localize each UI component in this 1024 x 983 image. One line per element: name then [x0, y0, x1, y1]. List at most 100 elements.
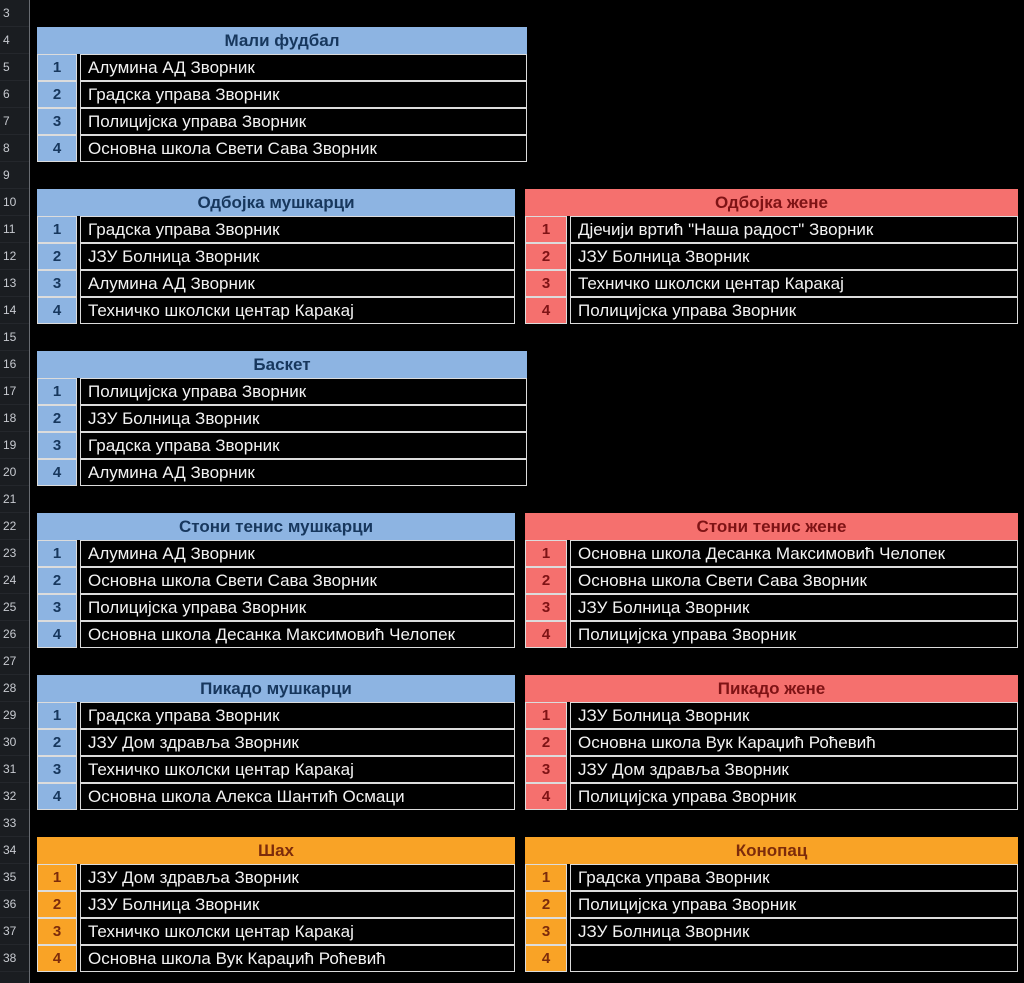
rank-cell[interactable]: 3 [37, 270, 77, 297]
team-cell[interactable]: Алумина АД Зворник [80, 270, 515, 297]
team-cell[interactable]: Градска управа Зворник [570, 864, 1018, 891]
rank-cell[interactable]: 2 [37, 729, 77, 756]
rank-cell[interactable]: 2 [37, 243, 77, 270]
team-cell[interactable]: ЈЗУ Болница Зворник [570, 918, 1018, 945]
row-number[interactable]: 5 [0, 54, 29, 81]
row-number[interactable]: 12 [0, 243, 29, 270]
row-number[interactable]: 7 [0, 108, 29, 135]
team-cell[interactable]: Основна школа Свети Сава Зворник [80, 567, 515, 594]
team-cell[interactable]: Основна школа Свети Сава Зворник [570, 567, 1018, 594]
row-number[interactable]: 25 [0, 594, 29, 621]
row-number[interactable]: 4 [0, 27, 29, 54]
table-header[interactable]: Пикадо мушкарци [37, 675, 515, 702]
row-number[interactable]: 15 [0, 324, 29, 351]
row-number[interactable]: 36 [0, 891, 29, 918]
rank-cell[interactable]: 3 [525, 918, 567, 945]
rank-cell[interactable]: 4 [525, 945, 567, 972]
team-cell[interactable]: Градска управа Зворник [80, 432, 527, 459]
table-header[interactable]: Одбојка жене [525, 189, 1018, 216]
rank-cell[interactable]: 4 [37, 297, 77, 324]
row-number[interactable]: 19 [0, 432, 29, 459]
team-cell[interactable]: Полицијска управа Зворник [570, 783, 1018, 810]
row-number[interactable]: 33 [0, 810, 29, 837]
team-cell[interactable]: Техничко школски центар Каракај [80, 756, 515, 783]
rank-cell[interactable]: 1 [37, 540, 77, 567]
row-number[interactable]: 3 [0, 0, 29, 27]
rank-cell[interactable]: 1 [525, 540, 567, 567]
rank-cell[interactable]: 1 [37, 702, 77, 729]
team-cell[interactable]: ЈЗУ Болница Зворник [570, 243, 1018, 270]
team-cell[interactable]: Полицијска управа Зворник [80, 378, 527, 405]
team-cell[interactable]: ЈЗУ Дом здравља Зворник [80, 729, 515, 756]
team-cell[interactable]: Техничко школски центар Каракај [570, 270, 1018, 297]
rank-cell[interactable]: 1 [525, 702, 567, 729]
rank-cell[interactable]: 3 [525, 270, 567, 297]
rank-cell[interactable]: 2 [37, 405, 77, 432]
row-number[interactable]: 21 [0, 486, 29, 513]
rank-cell[interactable]: 3 [37, 594, 77, 621]
row-number[interactable]: 29 [0, 702, 29, 729]
row-number[interactable]: 10 [0, 189, 29, 216]
rank-cell[interactable]: 3 [525, 594, 567, 621]
rank-cell[interactable]: 4 [525, 621, 567, 648]
team-cell[interactable]: ЈЗУ Болница Зворник [570, 594, 1018, 621]
row-number[interactable]: 22 [0, 513, 29, 540]
rank-cell[interactable]: 1 [525, 864, 567, 891]
rank-cell[interactable]: 1 [37, 54, 77, 81]
team-cell[interactable]: Полицијска управа Зворник [80, 594, 515, 621]
row-number[interactable]: 6 [0, 81, 29, 108]
rank-cell[interactable]: 3 [37, 108, 77, 135]
team-cell[interactable]: Дјечији вртић "Наша радост" Зворник [570, 216, 1018, 243]
row-number[interactable]: 16 [0, 351, 29, 378]
team-cell[interactable]: Полицијска управа Зворник [570, 891, 1018, 918]
team-cell[interactable] [570, 945, 1018, 972]
row-number[interactable]: 28 [0, 675, 29, 702]
team-cell[interactable]: ЈЗУ Дом здравља Зворник [570, 756, 1018, 783]
rank-cell[interactable]: 2 [37, 891, 77, 918]
team-cell[interactable]: Основна школа Десанка Максимовић Челопек [570, 540, 1018, 567]
rank-cell[interactable]: 3 [525, 756, 567, 783]
row-number[interactable]: 30 [0, 729, 29, 756]
table-header[interactable]: Одбојка мушкарци [37, 189, 515, 216]
row-number[interactable]: 24 [0, 567, 29, 594]
row-number[interactable]: 26 [0, 621, 29, 648]
table-header[interactable]: Конопац [525, 837, 1018, 864]
team-cell[interactable]: Градска управа Зворник [80, 81, 527, 108]
team-cell[interactable]: Алумина АД Зворник [80, 459, 527, 486]
rank-cell[interactable]: 1 [37, 378, 77, 405]
row-number[interactable]: 9 [0, 162, 29, 189]
table-header[interactable]: Баскет [37, 351, 527, 378]
rank-cell[interactable]: 3 [37, 432, 77, 459]
team-cell[interactable]: Основна школа Свети Сава Зворник [80, 135, 527, 162]
rank-cell[interactable]: 1 [525, 216, 567, 243]
team-cell[interactable]: Алумина АД Зворник [80, 540, 515, 567]
row-number[interactable]: 34 [0, 837, 29, 864]
row-number[interactable]: 32 [0, 783, 29, 810]
rank-cell[interactable]: 4 [525, 297, 567, 324]
team-cell[interactable]: Техничко школски центар Каракај [80, 918, 515, 945]
row-number[interactable]: 13 [0, 270, 29, 297]
rank-cell[interactable]: 3 [37, 756, 77, 783]
rank-cell[interactable]: 1 [37, 216, 77, 243]
rank-cell[interactable]: 2 [525, 891, 567, 918]
table-header[interactable]: Шах [37, 837, 515, 864]
team-cell[interactable]: Полицијска управа Зворник [570, 621, 1018, 648]
table-header[interactable]: Стони тенис мушкарци [37, 513, 515, 540]
team-cell[interactable]: ЈЗУ Болница Зворник [80, 243, 515, 270]
team-cell[interactable]: Градска управа Зворник [80, 702, 515, 729]
rank-cell[interactable]: 4 [37, 783, 77, 810]
team-cell[interactable]: Основна школа Алекса Шантић Осмаци [80, 783, 515, 810]
team-cell[interactable]: Алумина АД Зворник [80, 54, 527, 81]
team-cell[interactable]: ЈЗУ Болница Зворник [80, 891, 515, 918]
row-number[interactable]: 11 [0, 216, 29, 243]
team-cell[interactable]: Техничко школски центар Каракај [80, 297, 515, 324]
rank-cell[interactable]: 4 [525, 783, 567, 810]
rank-cell[interactable]: 2 [525, 567, 567, 594]
rank-cell[interactable]: 2 [525, 729, 567, 756]
team-cell[interactable]: Полицијска управа Зворник [80, 108, 527, 135]
row-number[interactable]: 14 [0, 297, 29, 324]
rank-cell[interactable]: 2 [525, 243, 567, 270]
row-number[interactable]: 8 [0, 135, 29, 162]
row-number[interactable]: 23 [0, 540, 29, 567]
rank-cell[interactable]: 2 [37, 81, 77, 108]
